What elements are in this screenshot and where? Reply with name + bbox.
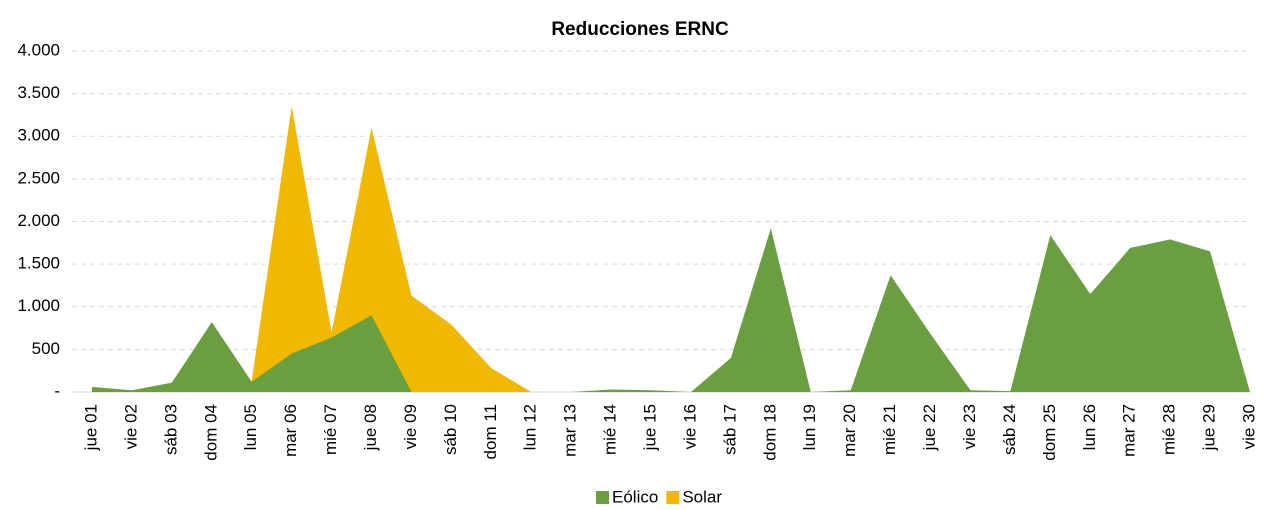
x-tick-label: lun 05 bbox=[241, 404, 260, 450]
y-tick-label: 500 bbox=[32, 339, 60, 358]
y-tick-label: 2.000 bbox=[17, 211, 60, 230]
x-tick-label: mié 07 bbox=[321, 404, 340, 455]
area bbox=[92, 106, 1250, 392]
y-tick-label: 3.500 bbox=[17, 83, 60, 102]
y-tick-label: 1.500 bbox=[17, 254, 60, 273]
x-tick-label: mié 14 bbox=[601, 404, 620, 455]
x-tick-label: jue 29 bbox=[1200, 404, 1219, 451]
x-tick-label: sáb 10 bbox=[441, 404, 460, 455]
x-tick-label: mié 28 bbox=[1160, 404, 1179, 455]
y-tick-label: 3.000 bbox=[17, 126, 60, 145]
x-tick-label: sáb 24 bbox=[1000, 404, 1019, 455]
legend-label: Eólico bbox=[612, 487, 658, 506]
x-tick-label: mar 27 bbox=[1120, 404, 1139, 457]
x-tick-label: lun 12 bbox=[521, 404, 540, 450]
y-tick-label: - bbox=[54, 381, 60, 400]
legend-label: Solar bbox=[682, 487, 722, 506]
x-tick-label: jue 22 bbox=[920, 404, 939, 451]
x-tick-label: dom 25 bbox=[1040, 404, 1059, 461]
y-tick-label: 2.500 bbox=[17, 168, 60, 187]
x-tick-label: sáb 03 bbox=[161, 404, 180, 455]
x-tick-label: dom 11 bbox=[481, 404, 500, 459]
x-tick-label: mar 20 bbox=[840, 404, 859, 457]
x-tick-label: sáb 17 bbox=[720, 404, 739, 455]
x-tick-label: vie 09 bbox=[401, 404, 420, 449]
x-tick-label: jue 15 bbox=[641, 404, 660, 451]
x-tick-label: vie 30 bbox=[1239, 404, 1258, 449]
area bbox=[92, 228, 1250, 392]
legend-swatch bbox=[666, 491, 680, 504]
x-tick-label: mar 13 bbox=[561, 404, 580, 457]
x-tick-label: mié 21 bbox=[880, 404, 899, 455]
x-tick-label: dom 18 bbox=[760, 404, 779, 461]
x-tick-label: jue 08 bbox=[361, 404, 380, 451]
x-tick-label: jue 01 bbox=[81, 404, 100, 451]
chart-title: Reducciones ERNC bbox=[551, 19, 729, 40]
y-tick-label: 1.000 bbox=[17, 296, 60, 315]
x-tick-label: lun 19 bbox=[800, 404, 819, 450]
x-tick-label: vie 23 bbox=[960, 404, 979, 449]
x-tick-label: vie 16 bbox=[680, 404, 699, 449]
x-tick-label: mar 06 bbox=[281, 404, 300, 457]
x-tick-label: lun 26 bbox=[1080, 404, 1099, 450]
y-tick-label: 4.000 bbox=[17, 40, 60, 59]
x-tick-label: vie 02 bbox=[121, 404, 140, 449]
legend-swatch bbox=[596, 491, 609, 504]
x-tick-label: dom 04 bbox=[201, 404, 220, 461]
